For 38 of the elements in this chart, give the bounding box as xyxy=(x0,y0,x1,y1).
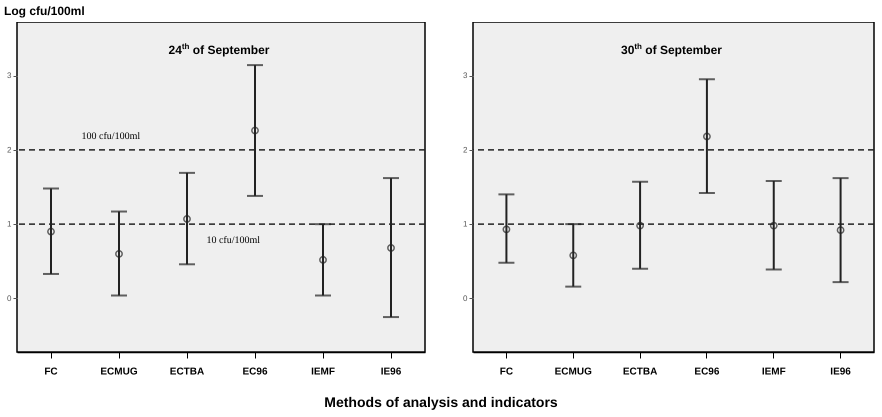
x-tick-label: ECTBA xyxy=(170,366,204,378)
x-axis-title: Methods of analysis and indicators xyxy=(323,394,559,410)
x-tick-label: FC xyxy=(500,366,514,378)
ref-line-label: 100 cfu/100ml xyxy=(82,130,140,142)
y-tick-label: 0 xyxy=(7,294,12,303)
x-tick-label: FC xyxy=(44,366,58,378)
point xyxy=(703,132,711,140)
point xyxy=(47,228,55,236)
x-tick-label: ECMUG xyxy=(554,366,592,378)
y-tick-label: 3 xyxy=(463,71,468,80)
y-tick-label: 1 xyxy=(463,220,468,229)
x-tick-label: EC96 xyxy=(694,366,720,378)
point xyxy=(636,222,644,230)
text: 24$^{th}$ of September xyxy=(168,42,270,57)
x-tick-label: IEMF xyxy=(311,366,335,378)
x-tick-label: IE96 xyxy=(830,366,852,378)
x-tick-label: IE96 xyxy=(380,366,402,378)
y-tick-label: 2 xyxy=(7,145,12,154)
x-tick-label: ECMUG xyxy=(100,366,138,378)
point xyxy=(569,251,578,260)
y-tick-label: 2 xyxy=(463,145,468,154)
text: 30$^{th}$ of September xyxy=(620,42,723,57)
x-tick-label: EC96 xyxy=(242,366,268,378)
x-tick-label: IEMF xyxy=(762,366,786,378)
point xyxy=(387,244,395,252)
point xyxy=(251,126,259,134)
point xyxy=(183,215,191,223)
x-tick-label: ECTBA xyxy=(622,366,658,378)
ref-line-label: 10 cfu/100ml xyxy=(206,235,260,246)
y-tick-label: 3 xyxy=(7,71,12,80)
point xyxy=(502,225,510,234)
point xyxy=(836,226,844,234)
y-tick-label: 0 xyxy=(463,294,468,303)
point xyxy=(319,256,327,264)
y-axis-title: Log cfu/100ml xyxy=(4,4,85,18)
point xyxy=(770,222,778,230)
point xyxy=(115,250,123,258)
y-tick-label: 1 xyxy=(7,220,12,229)
